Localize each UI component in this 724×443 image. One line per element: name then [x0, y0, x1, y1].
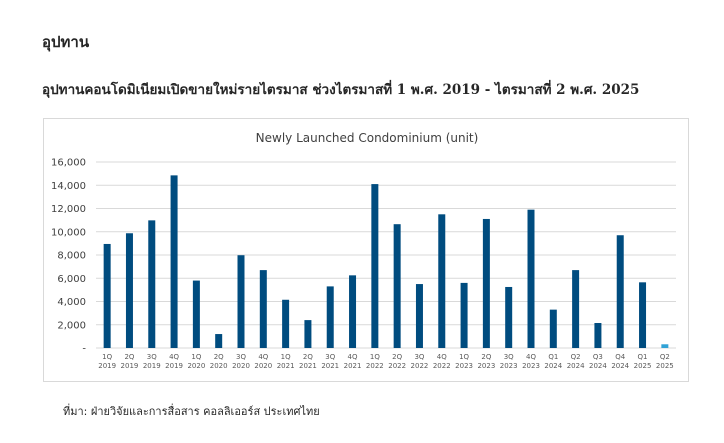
- y-tick-label: 8,000: [57, 251, 86, 262]
- bar: [482, 218, 490, 348]
- y-tick-label: -: [82, 344, 86, 355]
- x-tick-label: Q2 2024: [567, 353, 585, 370]
- x-tick-label: 3Q 2023: [500, 353, 518, 370]
- chart-section-title: อุปทานคอนโดมิเนียมเปิดขายใหม่รายไตรมาส ช…: [42, 82, 640, 98]
- y-tick-label: 4,000: [57, 297, 86, 308]
- x-tick-label: 4Q 2019: [165, 353, 183, 370]
- source-note: ที่มา: ฝ่ายวิจัยและการสื่อสาร คอลลิเออร์…: [63, 405, 320, 418]
- bar: [572, 270, 580, 348]
- bar: [326, 286, 334, 348]
- y-axis-tick-labels: - 2,000 4,000 6,000 8,000 10,000 12,000 14,000 1…: [51, 158, 86, 355]
- x-tick-label: 4Q 2020: [254, 353, 272, 370]
- x-tick-label: 4Q 2022: [433, 353, 451, 370]
- x-tick-label: 3Q 2019: [143, 353, 161, 370]
- chart-title: Newly Launched Condominium (unit): [256, 131, 479, 145]
- x-tick-label: 3Q 2020: [232, 353, 250, 370]
- x-tick-label: 2Q 2023: [477, 353, 495, 370]
- bar: [349, 275, 357, 348]
- y-tick-label: 12,000: [51, 204, 86, 215]
- x-tick-label: 1Q 2019: [98, 353, 116, 370]
- x-tick-label: 3Q 2021: [321, 353, 339, 370]
- bar: [594, 323, 602, 348]
- x-tick-label: 2Q 2019: [121, 353, 139, 370]
- bar: [438, 214, 446, 348]
- bar: [148, 220, 156, 348]
- x-tick-label: 2Q 2021: [299, 353, 317, 370]
- x-tick-label: 1Q 2020: [187, 353, 205, 370]
- page-heading: อุปทาน: [42, 33, 90, 51]
- x-tick-label: 1Q 2023: [455, 353, 473, 370]
- x-tick-label: Q1 2025: [634, 353, 652, 370]
- bar: [527, 209, 535, 348]
- bar: [415, 284, 423, 348]
- chart-container: Newly Launched Condominium (unit) - 2,000…: [43, 118, 689, 382]
- x-tick-label: 1Q 2022: [366, 353, 384, 370]
- bar: [103, 243, 111, 348]
- bar-chart: Newly Launched Condominium (unit) - 2,000…: [51, 131, 676, 370]
- y-tick-label: 6,000: [57, 274, 86, 285]
- y-tick-label: 10,000: [51, 227, 86, 238]
- x-tick-label: 1Q 2021: [277, 353, 295, 370]
- bar: [125, 233, 133, 348]
- bar: [639, 282, 647, 348]
- bar: [282, 299, 290, 348]
- bar: [393, 224, 401, 348]
- x-tick-label: 2Q 2020: [210, 353, 228, 370]
- x-tick-label: 2Q 2022: [388, 353, 406, 370]
- x-tick-label: Q1 2024: [544, 353, 562, 370]
- x-tick-label: 3Q 2022: [411, 353, 429, 370]
- bar: [170, 175, 178, 348]
- x-tick-label: Q3 2024: [589, 353, 607, 370]
- x-tick-label: 4Q 2023: [522, 353, 540, 370]
- x-tick-label: 4Q 2021: [344, 353, 362, 370]
- bar: [259, 270, 267, 348]
- bar: [304, 320, 312, 348]
- bar: [237, 255, 245, 348]
- bar: [616, 235, 624, 348]
- bar: [460, 282, 468, 348]
- x-tick-label: Q2 2025: [656, 353, 674, 370]
- y-tick-label: 2,000: [57, 320, 86, 331]
- y-tick-label: 16,000: [51, 158, 86, 169]
- bar: [549, 309, 557, 348]
- bar: [371, 184, 379, 348]
- bar: [192, 280, 200, 348]
- gridlines: [96, 161, 676, 349]
- bars: [103, 175, 669, 348]
- bar: [505, 286, 513, 348]
- y-tick-label: 14,000: [51, 181, 86, 192]
- x-tick-label: Q4 2024: [611, 353, 629, 370]
- bar: [215, 334, 223, 348]
- bar: [661, 344, 669, 348]
